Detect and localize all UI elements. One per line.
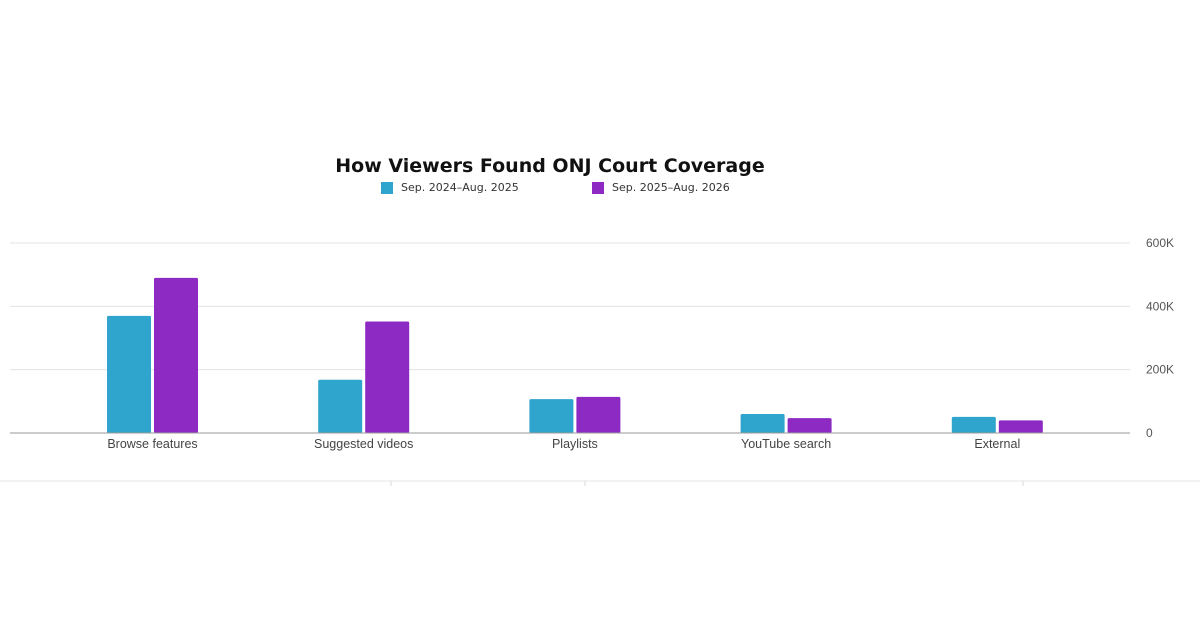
chart-title: How Viewers Found ONJ Court Coverage — [335, 155, 765, 177]
bar-series-1-playlists[interactable] — [529, 399, 574, 433]
bar-series-1-browse-features[interactable] — [107, 315, 151, 433]
y-tick-label: 0 — [1146, 426, 1153, 440]
legend-swatch-series-2 — [592, 181, 604, 194]
bar-series-2-youtube-search[interactable] — [787, 418, 832, 433]
y-tick-label: 200K — [1146, 363, 1174, 377]
bar-series-2-suggested-videos[interactable] — [365, 321, 410, 433]
bar-series-2-browse-features[interactable] — [154, 277, 198, 433]
legend-label-series-1: Sep. 2024–Aug. 2025 — [401, 181, 519, 194]
x-category-label: Browse features — [107, 437, 197, 451]
bar-series-1-suggested-videos[interactable] — [318, 379, 363, 433]
y-tick-label: 400K — [1146, 299, 1174, 313]
legend-item-series-1[interactable]: Sep. 2024–Aug. 2025 — [381, 181, 519, 194]
bars — [107, 277, 1043, 433]
x-category-label: YouTube search — [741, 437, 831, 451]
bar-series-1-youtube-search[interactable] — [740, 414, 785, 433]
x-category-label: External — [974, 437, 1020, 451]
y-tick-label: 600K — [1146, 236, 1174, 250]
footer-divider — [0, 480, 1200, 486]
axes: 0 200K 400K 600K Browse features Suggested vi… — [10, 236, 1174, 451]
bar-series-1-external[interactable] — [951, 416, 996, 433]
x-category-label: Suggested videos — [314, 437, 413, 451]
x-category-label: Playlists — [552, 437, 598, 451]
legend-item-series-2[interactable]: Sep. 2025–Aug. 2026 — [592, 181, 730, 194]
legend-swatch-series-1 — [381, 181, 393, 194]
legend-label-series-2: Sep. 2025–Aug. 2026 — [612, 181, 730, 194]
bar-series-2-playlists[interactable] — [576, 396, 621, 433]
bar-series-2-external[interactable] — [998, 420, 1043, 433]
